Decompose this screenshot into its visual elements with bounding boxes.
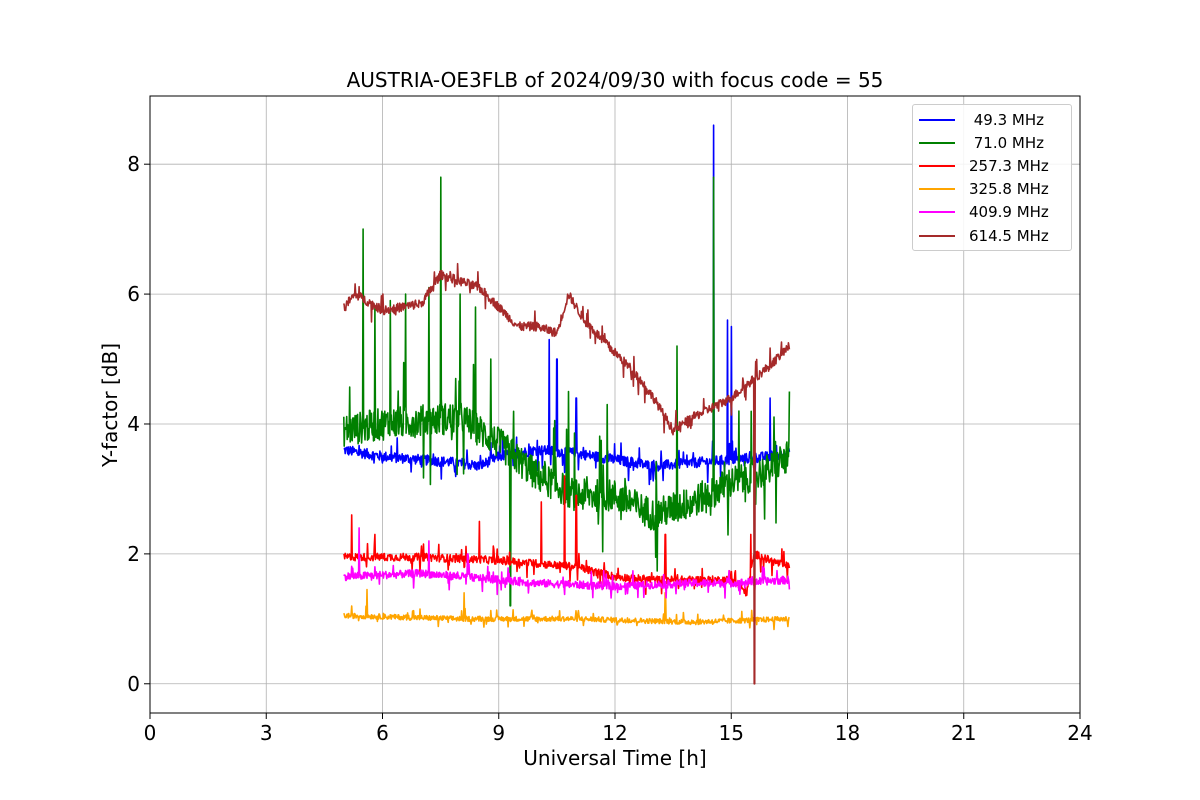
- legend-swatch: [919, 234, 955, 237]
- y-axis-label: Y-factor [dB]: [98, 342, 122, 468]
- y-tick-label: 6: [127, 282, 140, 306]
- y-tick-label: 2: [127, 542, 140, 566]
- x-tick-label: 0: [144, 721, 157, 745]
- legend-swatch: [919, 188, 955, 191]
- series-line: [343, 527, 791, 599]
- series-line: [343, 262, 791, 685]
- legend-item: 409.9 MHz: [913, 201, 1071, 224]
- legend-swatch: [919, 118, 955, 121]
- x-tick-label: 12: [602, 721, 627, 745]
- legend-label: 257.3 MHz: [969, 156, 1049, 175]
- series-line: [343, 176, 791, 607]
- plot-area: [343, 124, 791, 685]
- legend-item: 49.3 MHz: [913, 108, 1071, 131]
- legend-label: 614.5 MHz: [969, 226, 1049, 245]
- legend-swatch: [919, 141, 955, 144]
- legend-label: 325.8 MHz: [969, 180, 1049, 199]
- y-tick-label: 4: [127, 412, 140, 436]
- y-tick-label: 0: [127, 672, 140, 696]
- x-tick-label: 6: [376, 721, 389, 745]
- legend-label: 409.9 MHz: [969, 203, 1049, 222]
- legend-item: 614.5 MHz: [913, 224, 1071, 247]
- legend-swatch: [919, 211, 955, 214]
- legend-label: 49.3 MHz: [969, 110, 1045, 129]
- legend-item: 325.8 MHz: [913, 178, 1071, 201]
- chart-title: AUSTRIA-OE3FLB of 2024/09/30 with focus …: [346, 68, 884, 92]
- legend-item: 257.3 MHz: [913, 154, 1071, 177]
- x-tick-label: 3: [260, 721, 273, 745]
- x-tick-label: 15: [719, 721, 744, 745]
- series-line: [343, 588, 791, 631]
- legend: 49.3 MHz 71.0 MHz 257.3 MHz 325.8 MHz 40…: [912, 104, 1072, 252]
- x-tick-label: 24: [1067, 721, 1092, 745]
- legend-item: 71.0 MHz: [913, 131, 1071, 154]
- legend-label: 71.0 MHz: [969, 133, 1045, 152]
- series-line: [343, 475, 791, 597]
- y-tick-label: 8: [127, 152, 140, 176]
- x-tick-label: 21: [951, 721, 976, 745]
- x-tick-label: 9: [492, 721, 505, 745]
- x-tick-label: 18: [835, 721, 860, 745]
- x-axis-label: Universal Time [h]: [523, 746, 707, 770]
- legend-swatch: [919, 164, 955, 167]
